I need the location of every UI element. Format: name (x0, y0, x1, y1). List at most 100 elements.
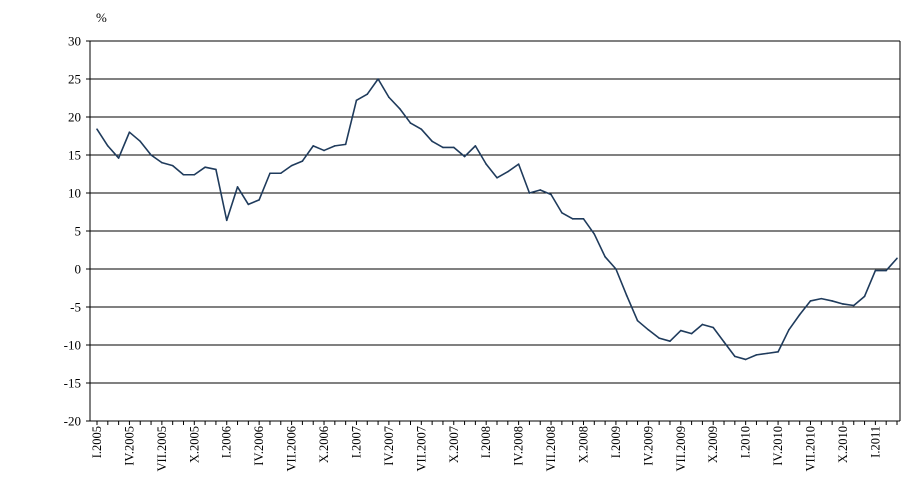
y-tick-label: 5 (75, 224, 82, 239)
data-point (258, 199, 260, 201)
data-point (128, 131, 131, 133)
data-point (334, 145, 336, 147)
y-tick-label: 15 (68, 148, 81, 163)
data-point (669, 340, 671, 343)
data-point (247, 203, 250, 206)
data-point (517, 163, 520, 165)
y-tick-label: 25 (68, 72, 81, 87)
data-point (874, 269, 877, 272)
x-tick-label: X.2007 (447, 426, 461, 463)
data-point (550, 193, 552, 196)
data-point (139, 140, 142, 143)
x-tick-label: X.2008 (576, 426, 590, 463)
x-tick-label: I.2009 (609, 426, 623, 458)
data-point (398, 107, 401, 110)
data-point (647, 329, 650, 331)
data-point (539, 189, 542, 191)
data-point (420, 128, 423, 130)
data-point (625, 294, 628, 297)
data-point (896, 257, 898, 260)
x-tick-label: I.2011 (868, 426, 882, 458)
data-point (485, 163, 487, 165)
data-point (507, 170, 509, 173)
data-point (366, 93, 369, 95)
data-point (107, 145, 109, 147)
data-point (312, 145, 315, 147)
data-point (679, 329, 682, 332)
data-point (820, 297, 823, 300)
data-point (809, 300, 812, 302)
y-unit-label: % (96, 10, 107, 25)
data-point (690, 332, 693, 335)
data-point (582, 218, 585, 220)
data-point (161, 161, 163, 164)
data-point (409, 122, 412, 124)
x-tick-label: IV.2005 (122, 426, 136, 466)
data-point (658, 337, 660, 339)
data-point (885, 269, 887, 272)
data-point (355, 99, 358, 102)
data-point (474, 145, 477, 147)
x-tick-label: IV.2009 (641, 426, 655, 466)
x-tick-label: IV.2010 (771, 426, 785, 466)
data-point (701, 323, 704, 326)
y-tick-label: -15 (64, 376, 81, 391)
data-point (798, 313, 801, 316)
data-point (442, 146, 444, 149)
data-point (528, 192, 531, 194)
data-point (171, 164, 174, 167)
data-point (150, 154, 152, 156)
y-tick-label: -20 (64, 414, 81, 429)
x-tick-label: VII.2009 (674, 426, 688, 471)
data-point (301, 160, 304, 162)
data-point (723, 341, 725, 343)
data-point (863, 295, 866, 298)
data-point (344, 143, 347, 146)
data-point (182, 173, 185, 176)
data-point (117, 157, 120, 159)
grid (89, 40, 901, 422)
x-tick-label: I.2007 (349, 426, 363, 458)
data-point (766, 352, 769, 355)
series-line (96, 78, 898, 361)
y-tick-label: 0 (75, 262, 82, 277)
x-tick-label: I.2008 (479, 426, 493, 458)
y-tick-label: -10 (64, 338, 81, 353)
data-point (463, 155, 466, 158)
x-tick-label: I.2005 (90, 426, 104, 458)
data-point (279, 172, 282, 175)
data-point (604, 256, 606, 258)
x-tick-label: VII.2008 (544, 426, 558, 471)
x-tick-label: I.2010 (739, 426, 753, 458)
y-axis-ticks: 30 25 20 15 10 5 0 -5 -10 -15 -20 (64, 34, 90, 429)
data-point (290, 164, 293, 167)
data-point (561, 211, 563, 214)
data-point (269, 172, 271, 175)
data-point (755, 354, 758, 356)
data-point (431, 140, 433, 143)
data-point (193, 173, 196, 176)
x-tick-label: X.2009 (706, 426, 720, 463)
data-point (593, 233, 596, 235)
x-tick-label: X.2005 (187, 426, 201, 463)
x-tick-label: X.2006 (317, 426, 331, 463)
y-tick-label: 20 (68, 110, 81, 125)
y-tick-label: 10 (68, 186, 81, 201)
data-point (496, 177, 498, 179)
x-tick-label: VII.2007 (414, 426, 428, 471)
data-point (636, 319, 639, 322)
data-point (204, 166, 206, 168)
data-point (388, 96, 390, 99)
data-point (236, 186, 239, 188)
x-tick-label: IV.2007 (382, 426, 396, 466)
data-point (452, 146, 455, 149)
data-point (571, 218, 574, 220)
x-axis-ticks: I.2005 IV.2005 VII.2005 X.2005 I.2006 IV.2006… (90, 421, 898, 471)
x-tick-label: X.2010 (836, 426, 850, 463)
series-group (96, 78, 898, 361)
x-tick-label: VII.2010 (804, 426, 818, 471)
data-point (215, 168, 217, 171)
x-tick-label: VII.2006 (285, 426, 299, 471)
data-point (777, 351, 779, 353)
